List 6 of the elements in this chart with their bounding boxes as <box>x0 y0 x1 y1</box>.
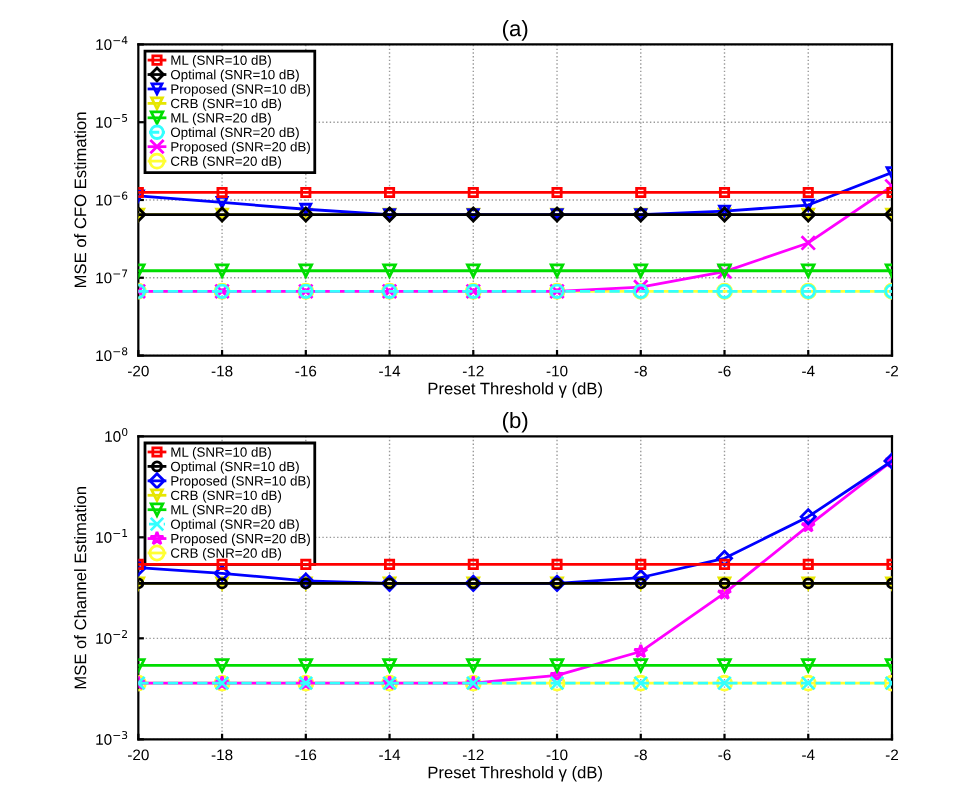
y-axis-title: MSE of CFO Estimation <box>74 112 87 288</box>
chart-title: (b) <box>502 411 528 433</box>
y-axis-title: MSE of Channel Estimation <box>74 487 87 689</box>
x-axis-title: Preset Threshold γ (dB) <box>428 382 602 398</box>
chart-title: (a) <box>502 20 528 41</box>
x-axis-title: Preset Threshold γ (dB) <box>428 766 602 782</box>
